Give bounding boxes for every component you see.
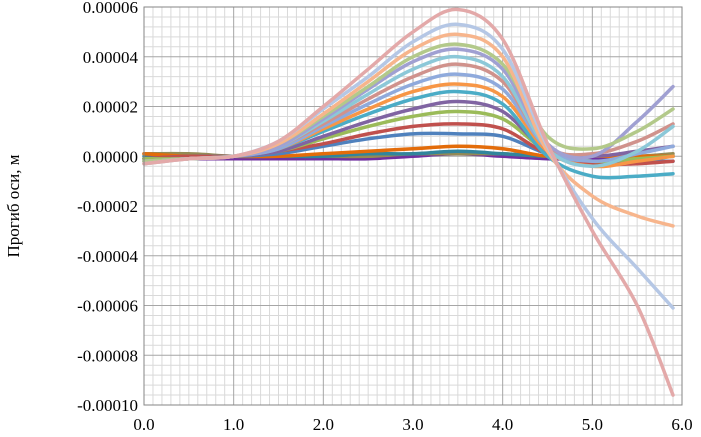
y-axis-title: Прогиб оси, м — [4, 154, 23, 257]
y-tick-label: -0.00008 — [77, 346, 138, 365]
x-tick-label: 0.0 — [133, 415, 154, 434]
x-tick-labels: 0.0 1.0 2.0 3.0 4.0 5.0 6.0 — [133, 415, 692, 434]
y-tick-label: -0.00006 — [77, 297, 138, 316]
y-tick-label: -0.00002 — [77, 197, 138, 216]
x-tick-label: 4.0 — [492, 415, 513, 434]
x-tick-label: 5.0 — [582, 415, 603, 434]
y-tick-label: 0.00004 — [83, 48, 139, 67]
x-tick-label: 1.0 — [223, 415, 244, 434]
y-tick-labels: 0.00006 0.00004 0.00002 0.00000 -0.00002 -0.0… — [77, 0, 138, 415]
y-tick-label: 0.00002 — [83, 98, 138, 117]
y-tick-label: -0.00010 — [77, 396, 138, 415]
x-tick-label: 6.0 — [671, 415, 692, 434]
y-tick-label: 0.00006 — [83, 0, 138, 17]
x-tick-label: 3.0 — [402, 415, 423, 434]
x-tick-label: 2.0 — [313, 415, 334, 434]
y-tick-label: -0.00004 — [77, 247, 138, 266]
y-tick-label: 0.00000 — [83, 147, 138, 166]
